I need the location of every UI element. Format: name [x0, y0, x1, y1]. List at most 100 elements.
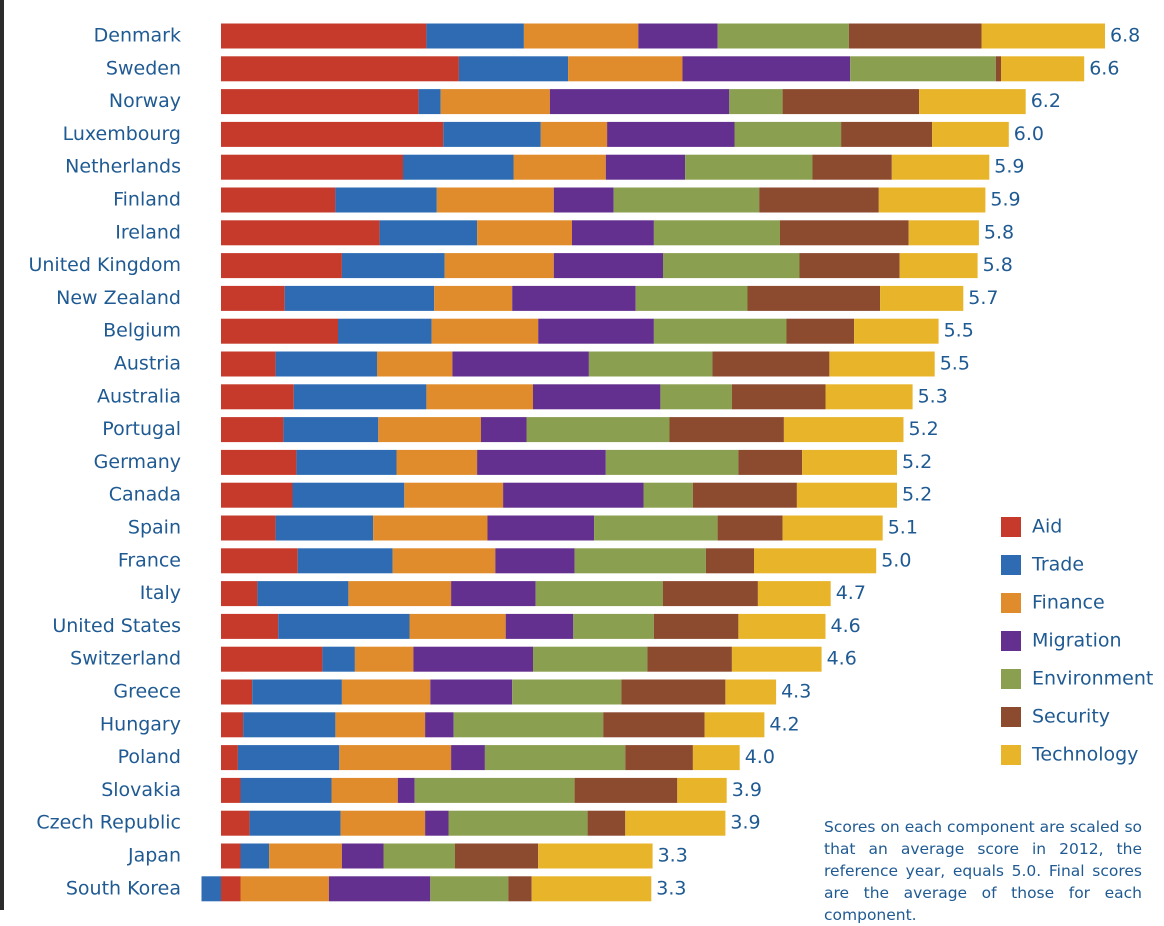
- category-label: Norway: [109, 90, 181, 112]
- bar-segment: [378, 417, 481, 443]
- bar-segment: [249, 810, 341, 836]
- category-label: United Kingdom: [28, 254, 181, 276]
- bar-segment: [685, 154, 813, 180]
- bar-segment: [240, 777, 332, 803]
- bar-segment: [574, 548, 706, 574]
- bar-segment: [221, 581, 258, 607]
- bar-segment: [538, 318, 654, 344]
- bar-segment: [533, 646, 648, 672]
- footnote: Scores on each component are scaled so t…: [824, 818, 1142, 924]
- bar-segment: [692, 482, 797, 508]
- bar-segment: [553, 253, 663, 279]
- bar-segment: [677, 777, 727, 803]
- bar-segment: [221, 220, 380, 246]
- bar-segment: [452, 351, 589, 377]
- bar-segment: [240, 843, 270, 869]
- bar-segment: [533, 384, 661, 410]
- bar-segment: [754, 548, 877, 574]
- total-label: 3.3: [658, 845, 688, 867]
- bar-segment: [396, 449, 478, 475]
- bar-segment: [221, 56, 459, 82]
- bar-segment: [878, 187, 986, 213]
- bar-segment: [451, 745, 485, 771]
- bar-segment: [607, 121, 735, 147]
- total-label: 3.9: [732, 779, 762, 801]
- bar-segment: [783, 417, 904, 443]
- total-label: 4.2: [769, 713, 799, 735]
- bar-segment: [731, 384, 826, 410]
- bar-segment: [848, 23, 982, 49]
- bar-segment: [331, 777, 398, 803]
- bar-segment: [747, 285, 881, 311]
- total-label: 4.0: [745, 746, 775, 768]
- bar-segment: [704, 712, 765, 738]
- bar-segment: [653, 613, 739, 639]
- total-label: 5.2: [902, 484, 932, 506]
- bar-segment: [221, 154, 403, 180]
- total-label: 4.6: [827, 648, 857, 670]
- total-label: 5.9: [994, 156, 1024, 178]
- legend-swatch: [1001, 745, 1021, 765]
- bar-segment: [682, 56, 851, 82]
- bar-segment: [725, 679, 777, 705]
- category-label: France: [118, 549, 181, 571]
- legend-swatch: [1001, 593, 1021, 613]
- category-label: New Zealand: [56, 287, 181, 309]
- legend-label: Aid: [1032, 516, 1062, 538]
- bar-segment: [436, 187, 554, 213]
- bar-segment: [379, 220, 478, 246]
- bar-segment: [780, 220, 909, 246]
- category-label: South Korea: [66, 877, 181, 899]
- bar-segment: [341, 253, 445, 279]
- bar-segment: [440, 89, 550, 115]
- total-label: 3.3: [656, 877, 686, 899]
- category-label: Hungary: [100, 713, 181, 735]
- bar-segment: [444, 253, 554, 279]
- bar-segment: [531, 876, 652, 902]
- bar-segment: [275, 351, 377, 377]
- bar-segment: [574, 777, 678, 803]
- bar-segment: [221, 515, 276, 541]
- bar-segment: [341, 679, 431, 705]
- bar-segment: [335, 712, 426, 738]
- bar-segment: [221, 187, 336, 213]
- bar-segment: [221, 384, 294, 410]
- bar-segment: [647, 646, 732, 672]
- bar-segment: [283, 417, 379, 443]
- bar-segment: [757, 581, 831, 607]
- bar-segment: [759, 187, 879, 213]
- bar-segment: [348, 581, 452, 607]
- bar-segment: [638, 23, 718, 49]
- bar-segment: [653, 220, 780, 246]
- bar-segment: [643, 482, 693, 508]
- bar-segment: [729, 89, 783, 115]
- bar-segment: [221, 23, 427, 49]
- bar-segment: [825, 384, 913, 410]
- category-label: Austria: [114, 353, 181, 375]
- bar-segment: [430, 876, 509, 902]
- bar-segment: [237, 745, 340, 771]
- category-label: Italy: [140, 582, 181, 604]
- total-label: 4.3: [781, 681, 811, 703]
- bar-segment: [221, 843, 241, 869]
- legend-swatch: [1001, 669, 1021, 689]
- category-label: Japan: [127, 845, 181, 867]
- bar-segment: [512, 285, 636, 311]
- bar-segment: [495, 548, 575, 574]
- total-label: 5.8: [983, 254, 1013, 276]
- bar-segment: [430, 679, 513, 705]
- bar-segment: [341, 843, 384, 869]
- bar-segment: [653, 318, 787, 344]
- bar-segment: [221, 482, 293, 508]
- category-label: Switzerland: [70, 648, 181, 670]
- total-label: 5.8: [984, 221, 1014, 243]
- bar-segment: [284, 285, 435, 311]
- bar-segment: [413, 646, 533, 672]
- legend-swatch: [1001, 631, 1021, 651]
- bar-segment: [453, 712, 604, 738]
- bar-segment: [594, 515, 718, 541]
- bar-segment: [221, 613, 279, 639]
- category-label: Netherlands: [65, 156, 181, 178]
- bar-segment: [572, 220, 654, 246]
- bar-segment: [455, 843, 539, 869]
